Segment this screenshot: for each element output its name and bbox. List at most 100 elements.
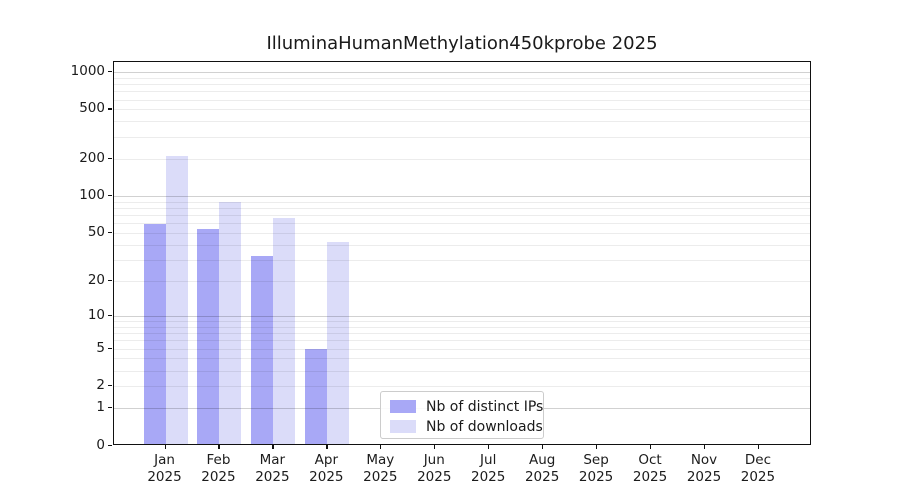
x-tick-text: Jan <box>154 452 175 468</box>
x-tick-text: 2025 <box>578 469 614 485</box>
bar-downloads-feb <box>219 201 242 445</box>
gridline-minor <box>114 348 810 350</box>
x-tick-label-jan: Jan 2025 <box>129 452 201 486</box>
x-tick-text: 2025 <box>686 469 722 485</box>
y-tick-mark <box>108 385 112 387</box>
x-tick-label-oct: Oct 2025 <box>614 452 686 486</box>
x-tick-mark <box>757 444 760 449</box>
bars-layer <box>114 62 810 445</box>
gridline-minor <box>114 158 810 160</box>
plot-area <box>113 61 811 445</box>
gridline-minor <box>114 91 810 93</box>
y-tick-mark <box>108 444 112 446</box>
x-tick-text: 2025 <box>524 469 560 485</box>
chart-title: IlluminaHumanMethylation450kprobe 2025 <box>266 33 658 54</box>
legend-swatch-downloads <box>390 420 416 433</box>
x-tick-text: 2025 <box>417 469 452 485</box>
legend-swatch-distinct-ips <box>390 400 416 413</box>
y-tick-label: 100 <box>79 186 105 203</box>
bar-downloads-jan <box>165 156 188 445</box>
y-tick-label: 0 <box>96 436 105 453</box>
y-tick-mark <box>108 231 112 234</box>
x-tick-text: Mar <box>259 452 286 468</box>
gridline-minor <box>114 109 810 111</box>
gridline-minor <box>114 244 810 246</box>
x-tick-text: Apr <box>314 452 339 468</box>
y-tick-mark <box>108 407 112 409</box>
gridline-major <box>114 72 810 73</box>
y-tick-mark <box>108 71 112 73</box>
y-tick-mark <box>108 108 112 110</box>
gridline-minor <box>114 370 810 372</box>
x-tick-label-jul: Jul 2025 <box>452 452 524 486</box>
x-tick-text: 2025 <box>363 469 398 485</box>
gridline-minor <box>114 280 810 282</box>
x-tick-mark <box>542 444 544 449</box>
x-tick-mark <box>596 444 598 449</box>
gridline-minor <box>114 136 810 138</box>
legend: Nb of distinct IPs Nb of downloads <box>380 391 544 439</box>
legend-row-distinct-ips: Nb of distinct IPs <box>390 397 543 416</box>
bar-distinct-ips-mar <box>251 256 274 445</box>
y-tick-label: 10 <box>87 306 105 323</box>
x-tick-mark <box>272 444 274 449</box>
y-tick-label: 200 <box>79 149 105 166</box>
bar-distinct-ips-jan <box>143 224 166 445</box>
legend-row-downloads: Nb of downloads <box>390 417 543 436</box>
legend-label-distinct-ips: Nb of distinct IPs <box>426 398 544 415</box>
x-tick-mark <box>164 444 166 449</box>
gridline-minor <box>114 223 810 225</box>
x-tick-label-may: May 2025 <box>344 452 416 486</box>
x-tick-text: 2025 <box>632 469 668 485</box>
gridline-major <box>114 195 810 197</box>
x-tick-label-sep: Sep 2025 <box>560 452 632 486</box>
x-tick-mark <box>380 444 382 449</box>
bar-downloads-apr <box>327 242 350 445</box>
y-tick-label: 20 <box>87 271 105 288</box>
gridline-minor <box>114 207 810 209</box>
x-tick-label-mar: Mar 2025 <box>236 452 308 486</box>
grid-layer <box>114 62 810 444</box>
x-tick-label-aug: Aug 2025 <box>506 452 578 486</box>
x-tick-label-feb: Feb 2025 <box>182 452 254 486</box>
gridline-minor <box>114 232 810 234</box>
y-tick-mark <box>108 314 112 317</box>
y-tick-mark <box>108 157 112 159</box>
y-tick-mark <box>108 347 112 349</box>
gridline-minor <box>114 340 810 342</box>
x-tick-mark <box>218 444 220 449</box>
gridline-minor <box>114 326 810 328</box>
x-tick-label-apr: Apr 2025 <box>290 452 362 486</box>
gridline-minor <box>114 321 810 323</box>
x-tick-text: 2025 <box>309 469 344 485</box>
x-tick-text: Aug <box>528 452 556 468</box>
gridline-minor <box>114 333 810 335</box>
gridline-minor <box>114 215 810 217</box>
y-tick-label: 1 <box>96 399 105 416</box>
gridline-major <box>114 315 810 317</box>
gridline-minor <box>114 121 810 123</box>
x-tick-text: 2025 <box>740 469 776 485</box>
x-tick-text: Oct <box>638 452 662 468</box>
x-tick-mark <box>434 444 436 449</box>
gridline-minor <box>114 259 810 261</box>
legend-label-downloads: Nb of downloads <box>426 418 543 435</box>
bar-downloads-mar <box>273 218 296 445</box>
x-tick-text: Feb <box>206 452 231 468</box>
gridline-minor <box>114 84 810 86</box>
x-tick-text: 2025 <box>147 469 182 485</box>
y-tick-label: 5 <box>96 339 105 356</box>
x-tick-mark <box>650 444 652 449</box>
gridline-minor <box>114 201 810 203</box>
x-tick-text: Nov <box>690 452 718 468</box>
y-tick-mark <box>108 194 112 197</box>
y-tick-label: 50 <box>87 223 105 240</box>
x-tick-label-jun: Jun 2025 <box>398 452 470 486</box>
gridline-minor <box>114 358 810 360</box>
x-tick-text: 2025 <box>201 469 236 485</box>
gridline-minor <box>114 77 810 79</box>
y-tick-label: 1000 <box>70 63 105 79</box>
gridline-minor <box>114 386 810 388</box>
gridline-minor <box>114 99 810 101</box>
